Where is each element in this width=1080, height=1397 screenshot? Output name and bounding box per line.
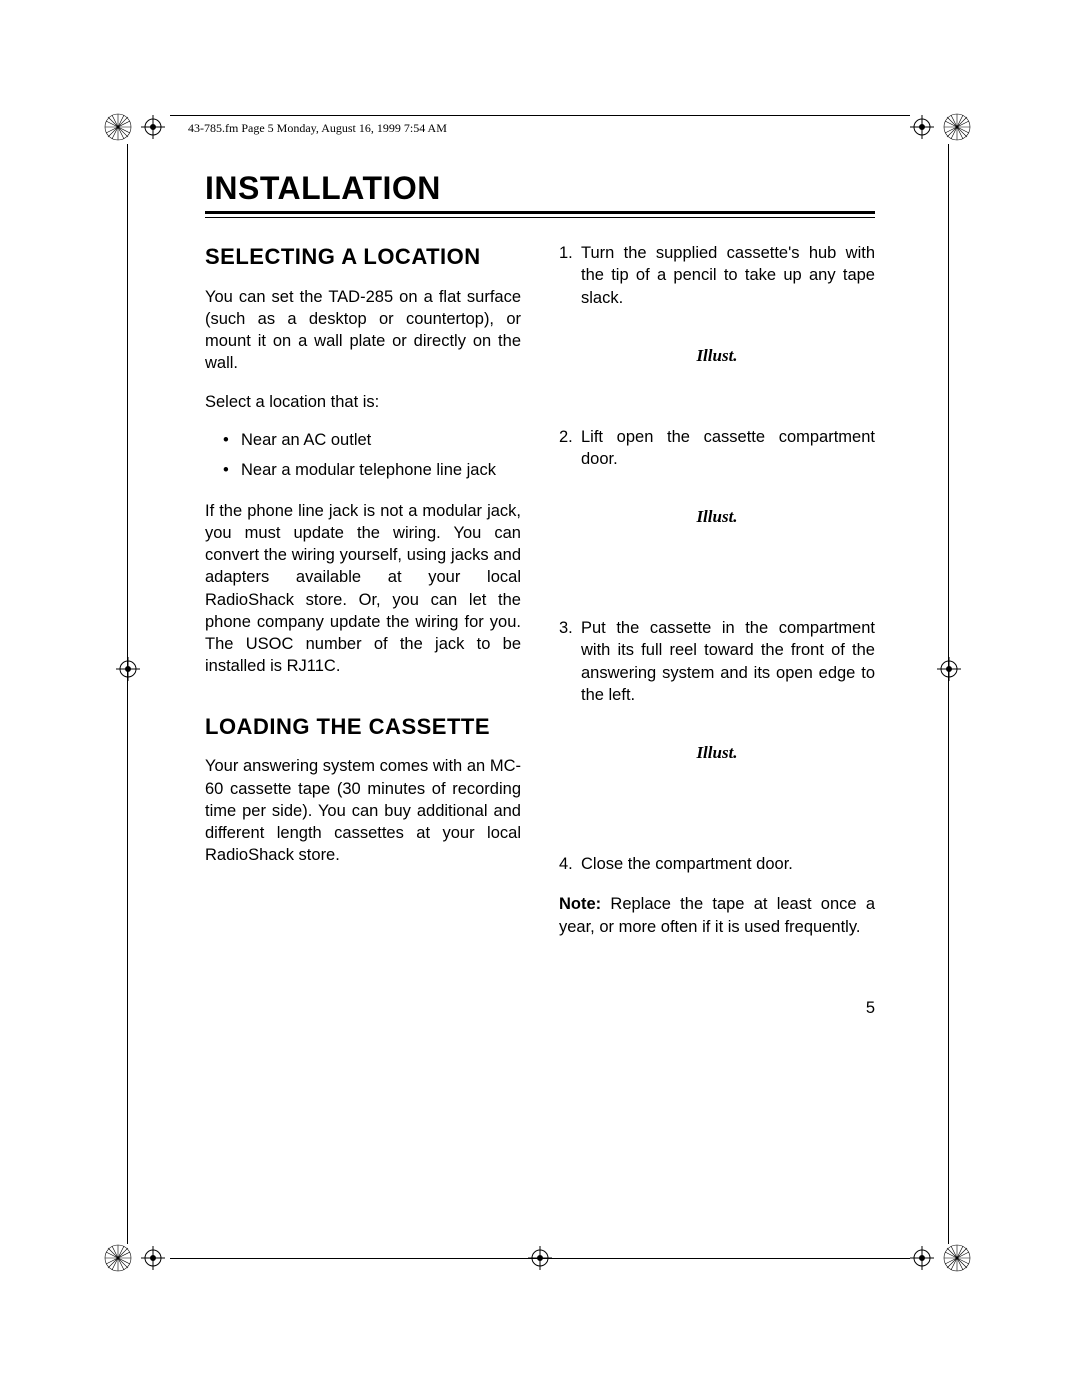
section-heading-cassette: LOADING THE CASSETTE — [205, 712, 521, 742]
list-item: Near a modular telephone line jack — [213, 459, 521, 481]
column-left: SELECTING A LOCATION You can set the TAD… — [205, 242, 521, 938]
page-title: INSTALLATION — [205, 170, 875, 207]
note-label: Note: — [559, 895, 601, 913]
illustration-placeholder: Illust. — [559, 506, 875, 529]
crop-line-left — [127, 144, 128, 1244]
bullet-list-location: Near an AC outlet Near a modular telepho… — [205, 429, 521, 482]
crop-mark-bottom-left — [103, 1243, 165, 1273]
crop-mark-bottom-mid — [528, 1246, 552, 1270]
crop-mark-top-right — [910, 112, 972, 142]
step-number: 2. — [559, 426, 573, 448]
step-text: Close the compartment door. — [581, 855, 793, 873]
crop-mark-bottom-right — [910, 1243, 972, 1273]
step-text: Put the cassette in the compartment with… — [581, 619, 875, 704]
starburst-icon — [103, 112, 133, 142]
crop-mark-right-mid — [937, 657, 961, 681]
target-icon — [910, 1246, 934, 1270]
columns: SELECTING A LOCATION You can set the TAD… — [205, 242, 875, 938]
page-number: 5 — [866, 999, 875, 1018]
step-text: Lift open the cassette compartment door. — [581, 428, 875, 468]
para-location-3: If the phone line jack is not a modular … — [205, 500, 521, 678]
document-header-line: 43-785.fm Page 5 Monday, August 16, 1999… — [188, 121, 447, 136]
target-icon — [141, 115, 165, 139]
target-icon — [116, 657, 140, 681]
starburst-icon — [942, 112, 972, 142]
crop-mark-top-left — [103, 112, 165, 142]
crop-line-right — [948, 144, 949, 1244]
step-number: 4. — [559, 853, 573, 875]
crop-mark-left-mid — [116, 657, 140, 681]
target-icon — [528, 1246, 552, 1270]
page-content: INSTALLATION SELECTING A LOCATION You ca… — [205, 170, 875, 938]
list-item: 4. Close the compartment door. — [559, 853, 875, 875]
column-right: 1. Turn the supplied cassette's hub with… — [559, 242, 875, 938]
note-text: Replace the tape at least once a year, o… — [559, 895, 875, 935]
step-text: Turn the supplied cassette's hub with th… — [581, 244, 875, 307]
target-icon — [141, 1246, 165, 1270]
list-item: Near an AC outlet — [213, 429, 521, 451]
title-underline — [205, 211, 875, 218]
step-number: 1. — [559, 242, 573, 264]
para-location-1: You can set the TAD-285 on a flat surfac… — [205, 286, 521, 375]
crop-line-top — [170, 115, 910, 116]
para-cassette-1: Your answering system comes with an MC-6… — [205, 755, 521, 866]
step-number: 3. — [559, 617, 573, 639]
section-heading-location: SELECTING A LOCATION — [205, 242, 521, 272]
target-icon — [937, 657, 961, 681]
list-item: 3. Put the cassette in the compartment w… — [559, 617, 875, 706]
starburst-icon — [942, 1243, 972, 1273]
para-location-2: Select a location that is: — [205, 391, 521, 413]
illustration-placeholder: Illust. — [559, 345, 875, 368]
numbered-list: 1. Turn the supplied cassette's hub with… — [559, 242, 875, 875]
list-item: 1. Turn the supplied cassette's hub with… — [559, 242, 875, 309]
list-item: 2. Lift open the cassette compartment do… — [559, 426, 875, 471]
target-icon — [910, 115, 934, 139]
starburst-icon — [103, 1243, 133, 1273]
illustration-placeholder: Illust. — [559, 742, 875, 765]
note-paragraph: Note: Replace the tape at least once a y… — [559, 893, 875, 938]
